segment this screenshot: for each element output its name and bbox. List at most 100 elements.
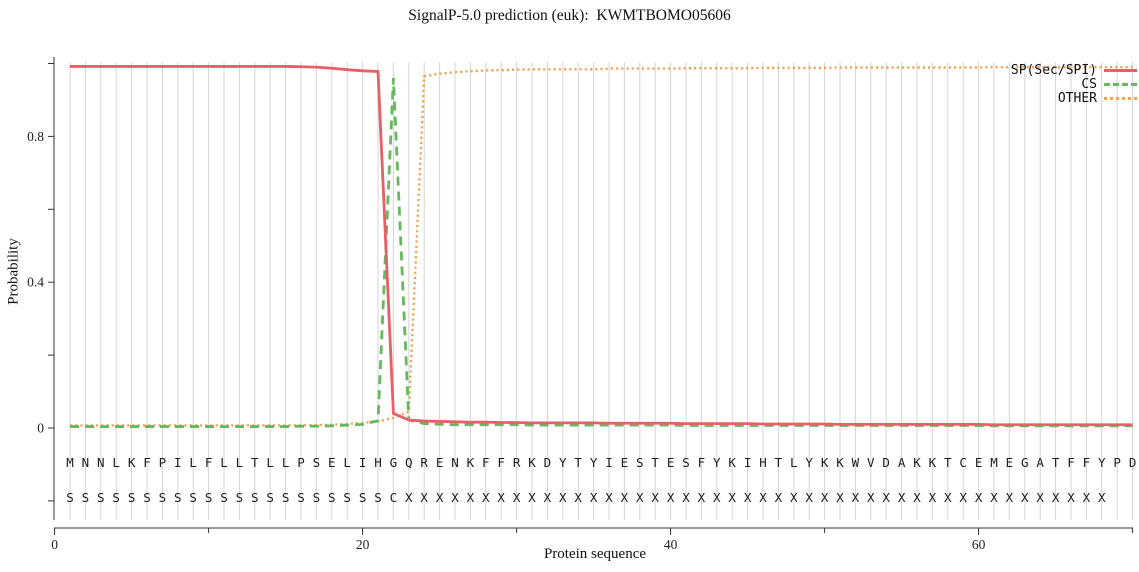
svg-text:S: S <box>82 490 90 505</box>
svg-text:X: X <box>805 490 813 505</box>
svg-text:S: S <box>682 455 690 470</box>
svg-text:X: X <box>528 490 536 505</box>
svg-text:L: L <box>282 455 290 470</box>
svg-text:X: X <box>821 490 829 505</box>
svg-text:F: F <box>698 455 706 470</box>
svg-text:I: I <box>744 455 752 470</box>
svg-text:L: L <box>236 455 244 470</box>
svg-text:L: L <box>266 455 274 470</box>
svg-text:X: X <box>544 490 552 505</box>
svg-text:P: P <box>1113 455 1121 470</box>
svg-text:X: X <box>405 490 413 505</box>
svg-text:S: S <box>297 490 305 505</box>
y-tick-label: 0.4 <box>27 275 44 290</box>
svg-text:X: X <box>713 490 721 505</box>
svg-text:N: N <box>451 455 459 470</box>
svg-text:X: X <box>882 490 890 505</box>
legend-item-sp: SP(Sec/SPI) <box>1010 62 1137 78</box>
y-axis: 0.8 0.4 0 <box>27 57 55 520</box>
svg-text:X: X <box>913 490 921 505</box>
svg-text:G: G <box>1021 455 1029 470</box>
svg-text:S: S <box>236 490 244 505</box>
svg-text:X: X <box>1052 490 1060 505</box>
svg-text:S: S <box>189 490 197 505</box>
svg-text:Y: Y <box>713 455 721 470</box>
svg-text:X: X <box>929 490 937 505</box>
svg-text:S: S <box>205 490 213 505</box>
sp-line-sample-icon <box>1104 68 1137 72</box>
legend-item-other: OTHER <box>1011 90 1137 106</box>
svg-text:R: R <box>513 455 521 470</box>
svg-text:E: E <box>328 455 336 470</box>
svg-text:K: K <box>467 455 475 470</box>
svg-text:N: N <box>82 455 90 470</box>
plot-gridlines <box>69 62 1134 520</box>
svg-text:S: S <box>251 490 259 505</box>
svg-text:X: X <box>728 490 736 505</box>
svg-text:X: X <box>990 490 998 505</box>
svg-text:X: X <box>636 490 644 505</box>
svg-text:X: X <box>898 490 906 505</box>
svg-text:D: D <box>882 455 890 470</box>
svg-text:S: S <box>313 455 321 470</box>
svg-text:L: L <box>189 455 197 470</box>
svg-text:X: X <box>852 490 860 505</box>
svg-text:X: X <box>1098 490 1106 505</box>
svg-text:S: S <box>128 490 136 505</box>
svg-text:X: X <box>867 490 875 505</box>
legend-label-other: OTHER <box>1057 90 1097 106</box>
svg-text:X: X <box>944 490 952 505</box>
svg-text:L: L <box>220 455 228 470</box>
svg-text:K: K <box>528 455 536 470</box>
svg-text:K: K <box>821 455 829 470</box>
svg-text:X: X <box>790 490 798 505</box>
svg-text:D: D <box>1129 455 1137 470</box>
svg-text:X: X <box>1021 490 1029 505</box>
svg-text:Q: Q <box>405 455 413 470</box>
legend: SP(Sec/SPI) CS OTHER <box>1010 62 1137 106</box>
svg-text:X: X <box>420 490 428 505</box>
svg-text:H: H <box>759 455 767 470</box>
svg-text:M: M <box>990 455 998 470</box>
legend-label-cs: CS <box>1081 76 1097 92</box>
svg-text:X: X <box>513 490 521 505</box>
svg-text:X: X <box>482 490 490 505</box>
svg-text:S: S <box>174 490 182 505</box>
svg-text:X: X <box>698 490 706 505</box>
svg-text:P: P <box>159 455 167 470</box>
svg-text:R: R <box>420 455 428 470</box>
legend-label-sp: SP(Sec/SPI) <box>1010 62 1097 78</box>
svg-text:K: K <box>728 455 736 470</box>
svg-text:K: K <box>913 455 921 470</box>
x-axis: 0 20 40 60 <box>51 527 1134 552</box>
svg-text:I: I <box>359 455 367 470</box>
svg-text:T: T <box>944 455 952 470</box>
cs-line-sample-icon <box>1104 82 1137 86</box>
svg-text:X: X <box>744 490 752 505</box>
sp-sec-spi--line <box>70 65 1133 427</box>
svg-text:F: F <box>482 455 490 470</box>
svg-text:K: K <box>929 455 937 470</box>
svg-text:X: X <box>605 490 613 505</box>
svg-text:Y: Y <box>1098 455 1106 470</box>
svg-text:L: L <box>343 455 351 470</box>
svg-text:X: X <box>451 490 459 505</box>
svg-text:K: K <box>128 455 136 470</box>
svg-text:S: S <box>282 490 290 505</box>
svg-text:T: T <box>651 455 659 470</box>
svg-text:G: G <box>390 455 398 470</box>
svg-text:F: F <box>205 455 213 470</box>
svg-text:S: S <box>313 490 321 505</box>
svg-text:C: C <box>390 490 398 505</box>
svg-text:S: S <box>266 490 274 505</box>
svg-text:L: L <box>112 455 120 470</box>
svg-text:X: X <box>1006 490 1014 505</box>
x-tick-label: 40 <box>664 537 678 552</box>
cs-line <box>70 78 1133 428</box>
svg-text:S: S <box>66 490 74 505</box>
svg-text:X: X <box>497 490 505 505</box>
svg-text:F: F <box>1083 455 1091 470</box>
